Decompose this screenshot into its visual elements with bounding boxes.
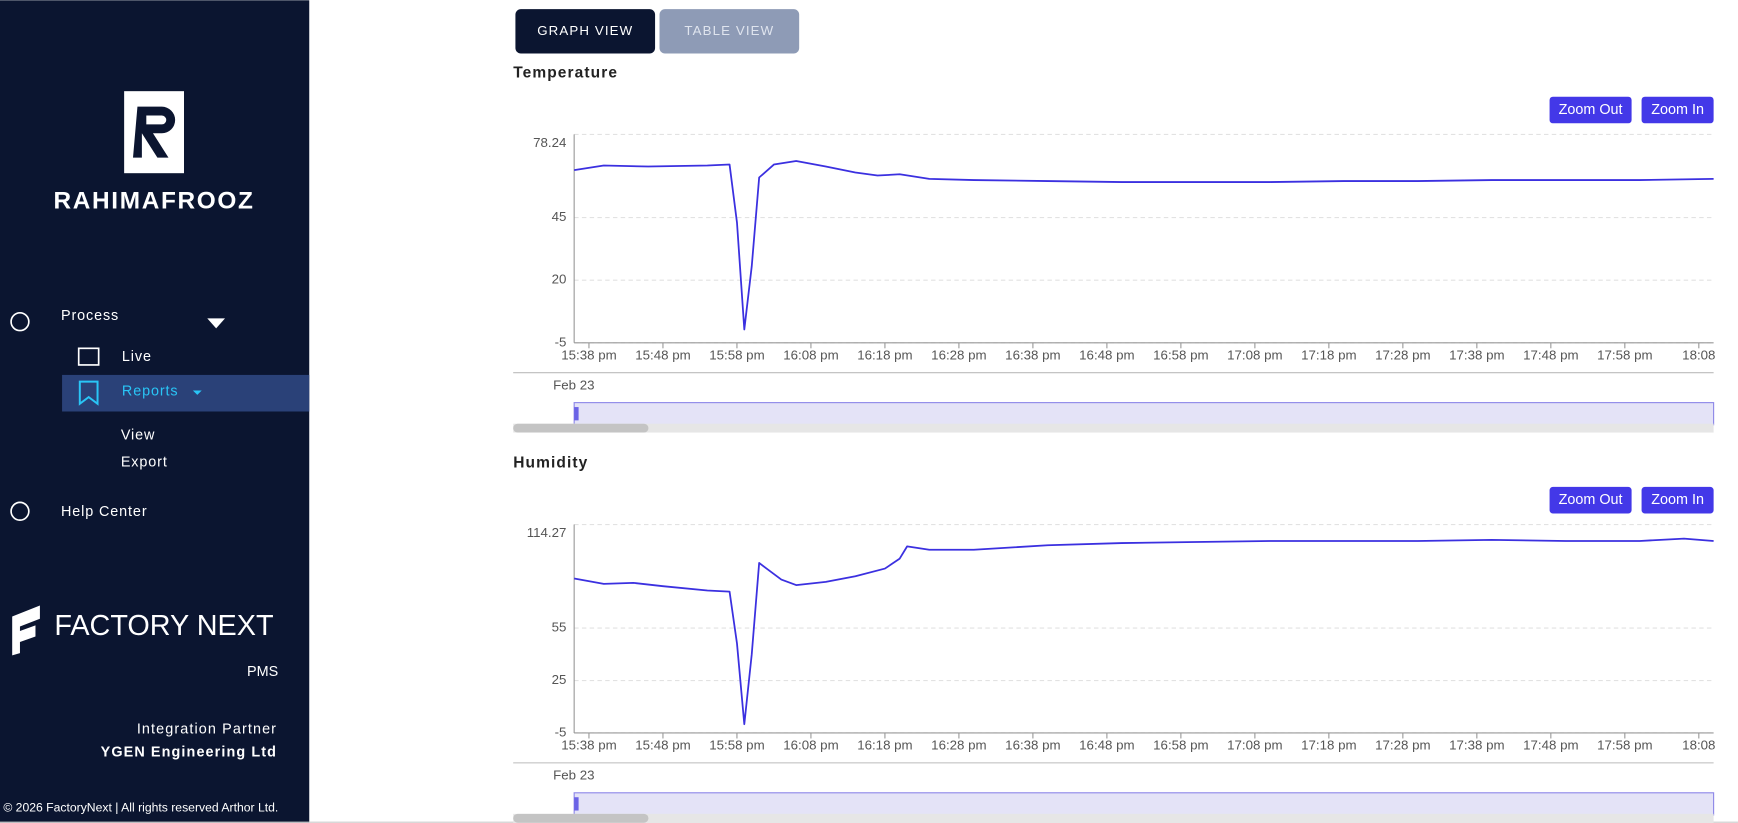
zoom-button[interactable] — [1641, 96, 1714, 124]
navigator-date: Feb 23 — [553, 768, 594, 783]
x-tick-label: 15:58 pm — [709, 348, 764, 363]
y-tick-label: 25 — [552, 672, 567, 687]
partner-logo: FACTORY NEXT — [54, 610, 273, 642]
x-tick-label: 16:38 pm — [1005, 738, 1060, 753]
y-tick-label: 78.24 — [533, 135, 566, 150]
menu-view[interactable]: View — [121, 428, 155, 444]
x-tick-label: 17:48 pm — [1523, 738, 1578, 753]
zoom-button-label[interactable]: Zoom In — [1651, 492, 1704, 508]
x-tick-label: 15:38 pm — [561, 348, 616, 363]
y-tick-label: -5 — [555, 334, 567, 349]
partner-name: YGEN Engineering Ltd — [101, 745, 277, 761]
factory-next-icon — [12, 605, 40, 656]
x-tick-label: 18:08 — [1682, 348, 1715, 363]
x-tick-label: 15:58 pm — [709, 738, 764, 753]
x-tick-label: 16:28 pm — [931, 738, 986, 753]
y-tick-label: 114.27 — [527, 525, 567, 540]
process-icon — [10, 312, 30, 332]
y-tick-label: 55 — [552, 620, 567, 635]
partner-caption: Integration Partner — [137, 721, 277, 737]
navigator-window — [573, 792, 1715, 816]
y-tick-label: 45 — [552, 209, 567, 224]
navigator-date: Feb 23 — [553, 378, 594, 393]
brand-name: RAHIMAFROOZ — [54, 187, 255, 214]
menu-help[interactable]: Help Center — [61, 504, 148, 520]
x-tick-label: 17:08 pm — [1227, 738, 1282, 753]
x-tick-label: 15:38 pm — [561, 738, 616, 753]
tab-graph-label[interactable]: GRAPH VIEW — [537, 23, 633, 38]
x-tick-label: 15:48 pm — [635, 348, 690, 363]
x-tick-label: 16:58 pm — [1153, 348, 1208, 363]
x-tick-label: 17:58 pm — [1597, 348, 1652, 363]
x-tick-label: 17:08 pm — [1227, 348, 1282, 363]
zoom-button[interactable] — [1549, 96, 1632, 124]
x-tick-label: 17:28 pm — [1375, 348, 1430, 363]
x-tick-label: 16:38 pm — [1005, 348, 1060, 363]
chart-title: Humidity — [513, 455, 588, 472]
x-tick-label: 17:48 pm — [1523, 348, 1578, 363]
y-tick-label: 20 — [552, 272, 567, 287]
help-icon — [10, 501, 30, 521]
tab-graph[interactable] — [515, 9, 656, 54]
x-tick-label: 17:28 pm — [1375, 738, 1430, 753]
brand-logo — [124, 91, 184, 174]
x-tick-label: 16:18 pm — [857, 348, 912, 363]
navigator-window — [573, 402, 1715, 426]
x-tick-label: 18:08 — [1682, 738, 1715, 753]
x-tick-label: 16:28 pm — [931, 348, 986, 363]
zoom-button[interactable] — [1549, 486, 1632, 514]
reports-icon — [78, 380, 99, 406]
x-tick-label: 16:18 pm — [857, 738, 912, 753]
tab-table[interactable] — [659, 9, 800, 54]
data-line — [574, 160, 1714, 331]
x-tick-label: 17:58 pm — [1597, 738, 1652, 753]
x-tick-label: 17:18 pm — [1301, 348, 1356, 363]
scrollbar-thumb[interactable] — [513, 423, 649, 433]
reports-arrow[interactable] — [192, 390, 202, 395]
product-name: PMS — [247, 664, 278, 680]
x-tick-label: 16:08 pm — [783, 348, 838, 363]
navigator-handle[interactable] — [574, 407, 579, 421]
zoom-button-label[interactable]: Zoom In — [1651, 102, 1704, 118]
x-tick-label: 17:18 pm — [1301, 738, 1356, 753]
live-icon — [77, 347, 100, 366]
zoom-button-label[interactable]: Zoom Out — [1559, 102, 1623, 118]
menu-live[interactable]: Live — [122, 349, 152, 365]
footer: © 2026 FactoryNext | All rights reserved… — [3, 801, 278, 815]
x-tick-label: 17:38 pm — [1449, 738, 1504, 753]
x-tick-label: 16:48 pm — [1079, 738, 1134, 753]
zoom-button[interactable] — [1641, 486, 1714, 514]
data-line — [574, 537, 1714, 726]
x-tick-label: 16:08 pm — [783, 738, 838, 753]
y-tick-label: -5 — [555, 724, 567, 739]
x-tick-label: 16:48 pm — [1079, 348, 1134, 363]
menu-active-bg — [62, 374, 310, 412]
scrollbar-track — [513, 813, 1714, 823]
chart-title: Temperature — [513, 65, 618, 82]
scrollbar-track — [513, 423, 1714, 433]
x-tick-label: 15:48 pm — [635, 738, 690, 753]
zoom-button-label[interactable]: Zoom Out — [1559, 492, 1623, 508]
menu-process[interactable]: Process — [61, 308, 119, 324]
x-tick-label: 16:58 pm — [1153, 738, 1208, 753]
menu-reports[interactable]: Reports — [122, 383, 179, 399]
navigator-handle[interactable] — [574, 797, 579, 811]
menu-export[interactable]: Export — [121, 454, 168, 470]
dropdown-arrow[interactable] — [207, 318, 226, 329]
scrollbar-thumb[interactable] — [513, 813, 649, 823]
tab-table-label[interactable]: TABLE VIEW — [684, 23, 774, 38]
x-tick-label: 17:38 pm — [1449, 348, 1504, 363]
